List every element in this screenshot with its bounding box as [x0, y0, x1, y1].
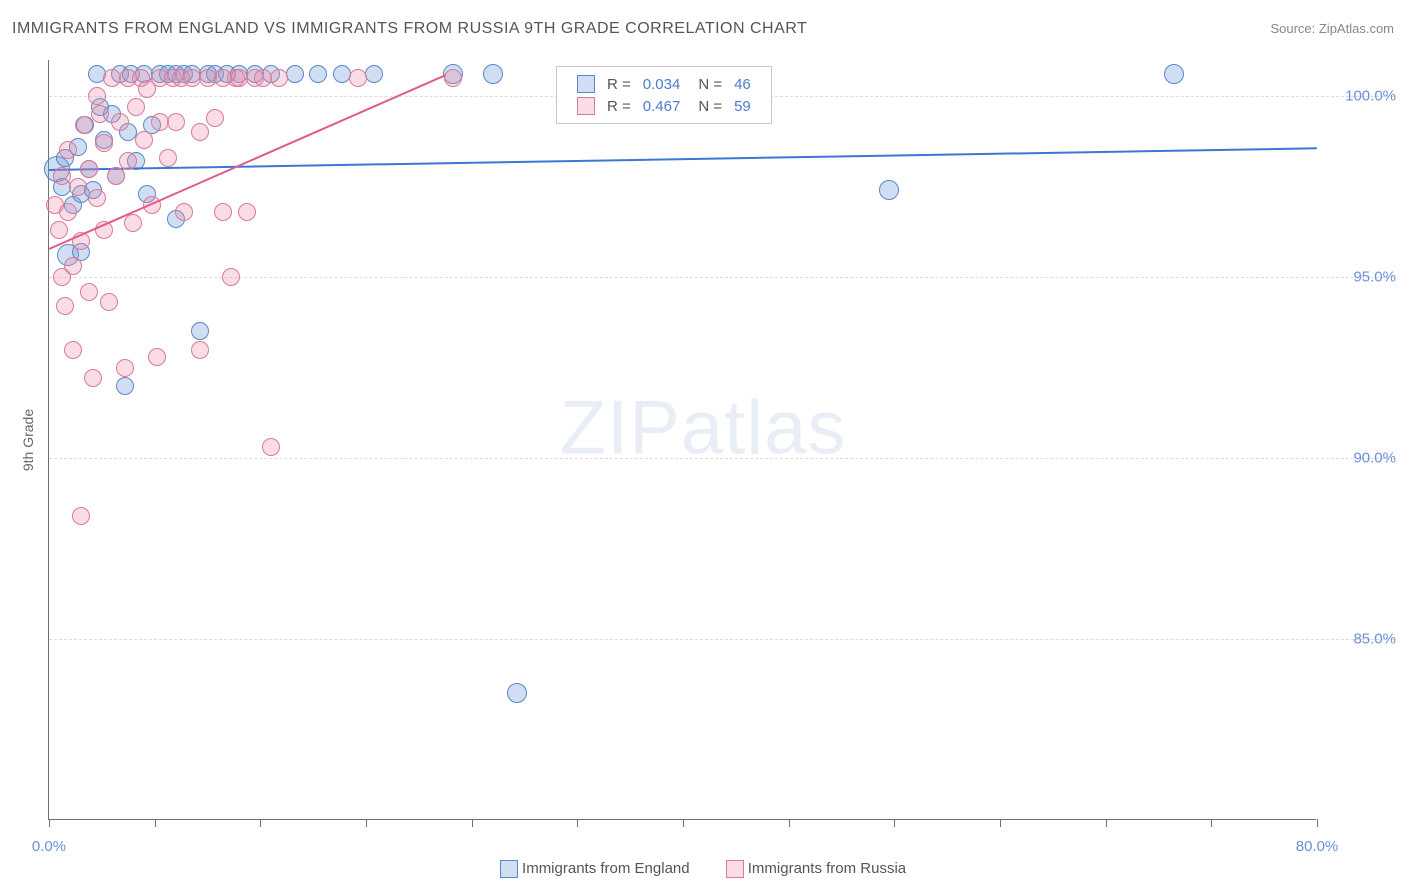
- x-tick-label: 80.0%: [1296, 838, 1339, 855]
- x-tick-label: 0.0%: [32, 838, 66, 855]
- grid-line: [49, 458, 1394, 459]
- data-point: [262, 438, 280, 456]
- data-point: [72, 507, 90, 525]
- data-point: [53, 167, 71, 185]
- data-point: [80, 160, 98, 178]
- data-point: [365, 65, 383, 83]
- plot-area: 85.0%90.0%95.0%100.0%0.0%80.0%: [48, 60, 1316, 820]
- data-point: [59, 141, 77, 159]
- data-point: [222, 268, 240, 286]
- correlation-legend: R =0.034N =46R =0.467N =59: [556, 66, 772, 124]
- data-point: [127, 98, 145, 116]
- x-tick: [1211, 819, 1212, 827]
- data-point: [88, 189, 106, 207]
- data-point: [214, 203, 232, 221]
- legend-item: Immigrants from Russia: [726, 860, 907, 877]
- x-tick: [155, 819, 156, 827]
- data-point: [59, 203, 77, 221]
- x-tick: [472, 819, 473, 827]
- data-point: [1164, 64, 1184, 84]
- x-tick: [260, 819, 261, 827]
- data-point: [191, 322, 209, 340]
- data-point: [91, 105, 109, 123]
- x-tick: [789, 819, 790, 827]
- data-point: [191, 341, 209, 359]
- data-point: [175, 203, 193, 221]
- data-point: [444, 69, 462, 87]
- data-point: [206, 109, 224, 127]
- grid-line: [49, 277, 1394, 278]
- trend-line: [49, 147, 1317, 171]
- data-point: [80, 283, 98, 301]
- y-tick-label: 85.0%: [1324, 631, 1396, 648]
- data-point: [124, 214, 142, 232]
- data-point: [88, 87, 106, 105]
- y-tick-label: 95.0%: [1324, 269, 1396, 286]
- y-tick-label: 90.0%: [1324, 450, 1396, 467]
- data-point: [270, 69, 288, 87]
- data-point: [64, 341, 82, 359]
- data-point: [167, 113, 185, 131]
- data-point: [100, 293, 118, 311]
- data-point: [84, 369, 102, 387]
- x-tick: [894, 819, 895, 827]
- data-point: [119, 152, 137, 170]
- data-point: [75, 116, 93, 134]
- data-point: [879, 180, 899, 200]
- data-point: [69, 178, 87, 196]
- data-point: [95, 134, 113, 152]
- data-point: [56, 297, 74, 315]
- bottom-legend: Immigrants from England Immigrants from …: [0, 860, 1406, 878]
- legend-item: Immigrants from England: [500, 860, 690, 877]
- source-label: Source: ZipAtlas.com: [1270, 21, 1394, 36]
- data-point: [286, 65, 304, 83]
- data-point: [50, 221, 68, 239]
- grid-line: [49, 639, 1394, 640]
- data-point: [148, 348, 166, 366]
- x-tick: [1317, 819, 1318, 827]
- data-point: [116, 359, 134, 377]
- y-tick-label: 100.0%: [1324, 88, 1396, 105]
- x-tick: [366, 819, 367, 827]
- data-point: [238, 203, 256, 221]
- data-point: [111, 113, 129, 131]
- data-point: [507, 683, 527, 703]
- data-point: [64, 257, 82, 275]
- data-point: [191, 123, 209, 141]
- x-tick: [1000, 819, 1001, 827]
- x-tick: [683, 819, 684, 827]
- x-tick: [49, 819, 50, 827]
- data-point: [135, 131, 153, 149]
- x-tick: [577, 819, 578, 827]
- y-axis-label: 9th Grade: [20, 409, 36, 471]
- data-point: [349, 69, 367, 87]
- chart-title: IMMIGRANTS FROM ENGLAND VS IMMIGRANTS FR…: [12, 20, 807, 38]
- data-point: [107, 167, 125, 185]
- data-point: [483, 64, 503, 84]
- data-point: [309, 65, 327, 83]
- data-point: [116, 377, 134, 395]
- data-point: [159, 149, 177, 167]
- x-tick: [1106, 819, 1107, 827]
